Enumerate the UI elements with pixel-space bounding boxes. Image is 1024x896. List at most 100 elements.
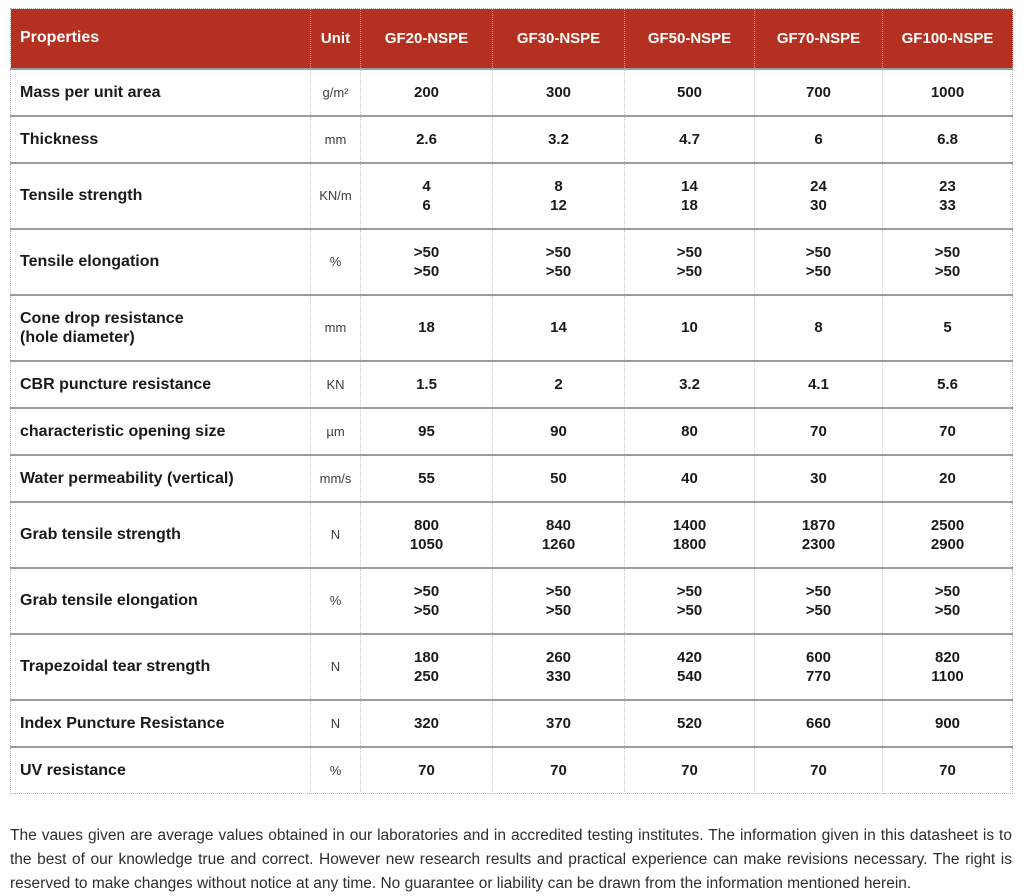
property-name: Grab tensile elongation xyxy=(10,566,311,634)
value-cell: 10 xyxy=(624,293,755,361)
value-cell: 8 xyxy=(754,293,883,361)
value-cell: 70 xyxy=(360,745,493,793)
property-name: Water permeability (vertical) xyxy=(10,453,311,502)
value-cell: 14 18 xyxy=(624,161,755,229)
value-cell: 18 xyxy=(360,293,493,361)
column-header-gf30-nspe: GF30-NSPE xyxy=(492,8,625,70)
column-header-gf50-nspe: GF50-NSPE xyxy=(624,8,755,70)
value-cell: 660 xyxy=(754,698,883,747)
property-unit: % xyxy=(310,566,361,634)
value-cell: 14 xyxy=(492,293,625,361)
value-cell: 6 xyxy=(754,114,883,163)
disclaimer-text: The vaues given are average values obtai… xyxy=(10,826,1012,892)
value-cell: 300 xyxy=(492,68,625,116)
value-cell: 8 12 xyxy=(492,161,625,229)
value-cell: 40 xyxy=(624,453,755,502)
value-cell: 5.6 xyxy=(882,359,1013,408)
value-cell: 30 xyxy=(754,453,883,502)
table-row: Thickness mm 2.6 3.2 4.7 6 6.8 xyxy=(10,114,1013,163)
property-unit: % xyxy=(310,745,361,793)
table-row: Grab tensile elongation % >50 >50 >50 >5… xyxy=(10,566,1013,634)
value-cell: >50 >50 xyxy=(624,566,755,634)
value-cell: 70 xyxy=(492,745,625,793)
properties-table: Properties Unit GF20-NSPE GF30-NSPE GF50-NSP… xyxy=(10,8,1013,794)
value-cell: 70 xyxy=(754,406,883,455)
value-cell: 1400 1800 xyxy=(624,500,755,568)
table-row: Cone drop resistance (hole diameter) mm … xyxy=(10,293,1013,361)
property-unit: KN xyxy=(310,359,361,408)
value-cell: 6.8 xyxy=(882,114,1013,163)
value-cell: >50 >50 xyxy=(882,566,1013,634)
value-cell: 370 xyxy=(492,698,625,747)
property-name: Index Puncture Resistance xyxy=(10,698,311,747)
property-name: UV resistance xyxy=(10,745,311,793)
column-header-unit: Unit xyxy=(310,8,361,70)
value-cell: 820 1100 xyxy=(882,632,1013,700)
property-unit: mm xyxy=(310,293,361,361)
value-cell: >50 >50 xyxy=(360,227,493,295)
table-header: Properties Unit GF20-NSPE GF30-NSPE GF50-NSP… xyxy=(10,8,1013,70)
table-row: Water permeability (vertical) mm/s 55 50… xyxy=(10,453,1013,502)
table-row: Trapezoidal tear strength N 180 250 260 … xyxy=(10,632,1013,700)
value-cell: 1870 2300 xyxy=(754,500,883,568)
property-name: Tensile elongation xyxy=(10,227,311,295)
value-cell: 260 330 xyxy=(492,632,625,700)
value-cell: 5 xyxy=(882,293,1013,361)
table-row: Index Puncture Resistance N 320 370 520 … xyxy=(10,698,1013,747)
table-row: Grab tensile strength N 800 1050 840 126… xyxy=(10,500,1013,568)
value-cell: >50 >50 xyxy=(492,566,625,634)
value-cell: 200 xyxy=(360,68,493,116)
value-cell: 4.1 xyxy=(754,359,883,408)
column-header-gf20-nspe: GF20-NSPE xyxy=(360,8,493,70)
property-unit: KN/m xyxy=(310,161,361,229)
table-row: Tensile elongation % >50 >50 >50 >50 >50… xyxy=(10,227,1013,295)
column-header-gf100-nspe: GF100-NSPE xyxy=(882,8,1013,70)
value-cell: 70 xyxy=(882,745,1013,793)
table-row: UV resistance % 70 70 70 70 70 xyxy=(10,745,1013,793)
header-row: Properties Unit GF20-NSPE GF30-NSPE GF50-NSP… xyxy=(10,8,1013,70)
value-cell: 80 xyxy=(624,406,755,455)
value-cell: 900 xyxy=(882,698,1013,747)
value-cell: 90 xyxy=(492,406,625,455)
property-unit: N xyxy=(310,500,361,568)
property-name: Grab tensile strength xyxy=(10,500,311,568)
value-cell: 420 540 xyxy=(624,632,755,700)
column-header-properties: Properties xyxy=(10,8,311,70)
value-cell: 2 xyxy=(492,359,625,408)
property-unit: % xyxy=(310,227,361,295)
property-unit: N xyxy=(310,698,361,747)
value-cell: >50 >50 xyxy=(624,227,755,295)
value-cell: 800 1050 xyxy=(360,500,493,568)
property-name: Cone drop resistance (hole diameter) xyxy=(10,293,311,361)
value-cell: 3.2 xyxy=(492,114,625,163)
value-cell: 180 250 xyxy=(360,632,493,700)
value-cell: 70 xyxy=(754,745,883,793)
value-cell: 320 xyxy=(360,698,493,747)
value-cell: 20 xyxy=(882,453,1013,502)
table-row: Mass per unit area g/m² 200 300 500 700 … xyxy=(10,68,1013,116)
property-name: characteristic opening size xyxy=(10,406,311,455)
value-cell: 1.5 xyxy=(360,359,493,408)
value-cell: 520 xyxy=(624,698,755,747)
value-cell: >50 >50 xyxy=(492,227,625,295)
value-cell: 2.6 xyxy=(360,114,493,163)
table-row: characteristic opening size µm 95 90 80 … xyxy=(10,406,1013,455)
value-cell: 70 xyxy=(882,406,1013,455)
property-unit: mm xyxy=(310,114,361,163)
value-cell: 4 6 xyxy=(360,161,493,229)
property-name: Thickness xyxy=(10,114,311,163)
property-name: Tensile strength xyxy=(10,161,311,229)
property-unit: mm/s xyxy=(310,453,361,502)
value-cell: 600 770 xyxy=(754,632,883,700)
value-cell: 70 xyxy=(624,745,755,793)
value-cell: 4.7 xyxy=(624,114,755,163)
property-unit: µm xyxy=(310,406,361,455)
table-body: Mass per unit area g/m² 200 300 500 700 … xyxy=(10,68,1013,793)
value-cell: >50 >50 xyxy=(754,227,883,295)
value-cell: 50 xyxy=(492,453,625,502)
column-header-gf70-nspe: GF70-NSPE xyxy=(754,8,883,70)
value-cell: 23 33 xyxy=(882,161,1013,229)
value-cell: 2500 2900 xyxy=(882,500,1013,568)
value-cell: >50 >50 xyxy=(882,227,1013,295)
